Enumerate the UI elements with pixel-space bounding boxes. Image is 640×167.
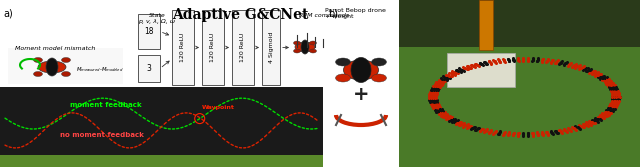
Bar [399, 0, 640, 167]
Text: RPM commands: RPM commands [299, 13, 349, 18]
Text: 120 ReLU: 120 ReLU [180, 33, 186, 62]
Bar [0, 87, 323, 157]
Ellipse shape [301, 40, 309, 54]
Text: 120 ReLU: 120 ReLU [241, 33, 246, 62]
Ellipse shape [38, 61, 66, 73]
Bar [0, 0, 323, 87]
Text: Moment model mismatch: Moment model mismatch [15, 45, 95, 50]
Text: State
p, v, λ, Ω, ω: State p, v, λ, Ω, ω [138, 13, 175, 24]
Bar [232, 10, 254, 85]
Bar [323, 0, 399, 167]
Bar [479, 0, 493, 50]
Bar [262, 10, 280, 85]
Bar [447, 53, 515, 87]
Ellipse shape [344, 60, 378, 80]
Ellipse shape [371, 74, 387, 82]
Ellipse shape [371, 58, 387, 66]
Ellipse shape [33, 71, 42, 76]
Bar [138, 14, 160, 49]
Text: moment feedback: moment feedback [70, 102, 141, 108]
Text: Parrot Bebop drone
+ weight: Parrot Bebop drone + weight [325, 8, 386, 19]
Text: 4 Sigmoid: 4 Sigmoid [269, 32, 273, 63]
Ellipse shape [351, 57, 371, 82]
Text: +: + [353, 86, 369, 105]
Ellipse shape [310, 49, 317, 53]
Text: Adaptive G&CNet: Adaptive G&CNet [172, 8, 308, 22]
Bar [8, 48, 123, 84]
Text: no moment feedback: no moment feedback [60, 132, 144, 138]
Text: Waypoint: Waypoint [202, 105, 235, 110]
Ellipse shape [294, 41, 301, 45]
Bar [0, 155, 323, 167]
Ellipse shape [335, 58, 351, 66]
Ellipse shape [295, 42, 315, 52]
Ellipse shape [310, 41, 317, 45]
Ellipse shape [46, 58, 58, 76]
Ellipse shape [294, 49, 301, 53]
Text: b): b) [328, 8, 338, 18]
Bar [399, 47, 640, 167]
Text: 120 ReLU: 120 ReLU [211, 33, 216, 62]
Text: 3: 3 [147, 64, 152, 73]
Bar [172, 10, 194, 85]
Text: $M_{measured}$-$M_{modeled}$: $M_{measured}$-$M_{modeled}$ [76, 66, 124, 74]
Bar [399, 0, 640, 47]
Text: a): a) [3, 8, 13, 18]
Bar [138, 55, 160, 82]
Ellipse shape [61, 57, 70, 62]
Ellipse shape [335, 74, 351, 82]
Ellipse shape [33, 57, 42, 62]
Bar [202, 10, 224, 85]
Text: 18: 18 [144, 27, 154, 36]
Ellipse shape [61, 71, 70, 76]
